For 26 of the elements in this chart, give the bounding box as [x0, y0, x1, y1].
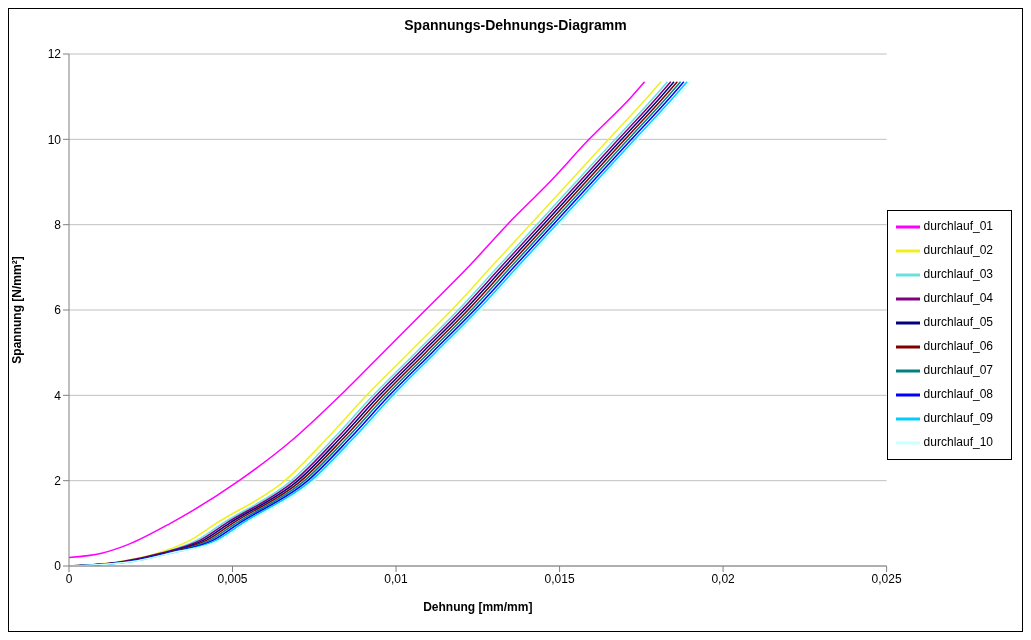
- y-tick-label: 2: [54, 473, 62, 488]
- legend-label: durchlauf_05: [923, 315, 993, 330]
- legend-label: durchlauf_06: [923, 339, 993, 354]
- legend-label: durchlauf_08: [923, 387, 993, 402]
- x-tick-label: 0,015: [544, 571, 575, 586]
- x-tick-label: 0,025: [871, 571, 902, 586]
- legend-label: durchlauf_04: [923, 291, 993, 306]
- chart-title: Spannungs-Dehnungs-Diagramm: [403, 16, 628, 35]
- legend-label: durchlauf_09: [923, 411, 993, 426]
- x-axis-title: Dehnung [mm/mm]: [423, 600, 533, 614]
- y-tick-label: 10: [47, 132, 62, 147]
- y-tick-label: 8: [54, 217, 62, 232]
- legend-label: durchlauf_01: [923, 219, 993, 234]
- y-axis-title: Spannung [N/mm²]: [10, 256, 25, 364]
- x-tick-label: 0,02: [711, 571, 736, 586]
- x-tick-label: 0: [65, 571, 73, 586]
- x-tick-label: 0,01: [384, 571, 409, 586]
- legend-label: durchlauf_02: [923, 243, 993, 258]
- legend-label: durchlauf_10: [923, 435, 993, 450]
- y-tick-label: 4: [54, 388, 62, 403]
- y-tick-label: 0: [54, 559, 62, 574]
- x-tick-label: 0,005: [217, 571, 248, 586]
- y-tick-label: 12: [47, 47, 62, 62]
- y-tick-label: 6: [54, 303, 62, 318]
- legend-label: durchlauf_07: [923, 363, 993, 378]
- legend-label: durchlauf_03: [923, 267, 993, 282]
